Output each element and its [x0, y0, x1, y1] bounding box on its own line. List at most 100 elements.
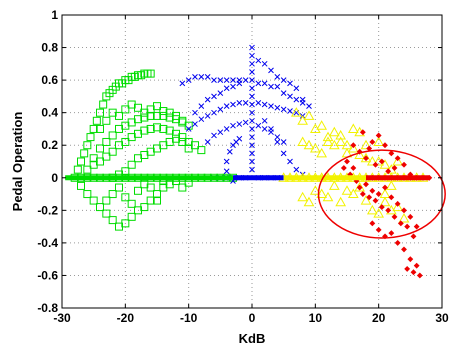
data-point [394, 200, 401, 207]
data-point [146, 69, 155, 78]
data-point [375, 132, 382, 139]
data-point [204, 74, 211, 80]
data-point [373, 208, 385, 218]
data-point [211, 132, 217, 139]
data-point [249, 69, 255, 75]
data-point [366, 204, 378, 215]
data-point [360, 195, 372, 205]
data-point [392, 201, 404, 212]
highlight-circle [317, 149, 446, 239]
data-point [404, 266, 411, 272]
data-point [366, 194, 373, 201]
data-point [198, 103, 205, 110]
data-point [127, 199, 136, 208]
y-tick-label: 0 [51, 171, 58, 185]
data-point [77, 157, 85, 166]
data-point [274, 83, 281, 90]
data-point [223, 126, 230, 132]
data-point [165, 113, 174, 122]
data-point [146, 124, 155, 133]
data-point [89, 196, 98, 205]
data-point [153, 190, 161, 199]
data-point [261, 80, 268, 87]
data-point [153, 111, 161, 120]
data-point [299, 96, 306, 103]
x-tick-label: 30 [435, 311, 449, 325]
data-point [96, 203, 104, 212]
data-point [274, 74, 281, 80]
data-point [236, 100, 243, 106]
data-point [80, 149, 89, 158]
data-point [179, 80, 186, 87]
data-point [153, 123, 161, 132]
data-point [211, 77, 217, 83]
data-point [249, 166, 255, 173]
data-point [363, 155, 369, 162]
data-point [322, 191, 334, 202]
data-point [102, 152, 111, 161]
data-point [96, 144, 104, 153]
y-axis-ticks: 1 0.8 0.6 0.4 0.2 0 -0.2 -0.4 -0.6 -0.8 [37, 8, 442, 315]
data-point [249, 60, 255, 67]
data-point [92, 116, 101, 125]
data-point [287, 158, 293, 165]
data-point [268, 67, 274, 74]
data-point [178, 133, 187, 142]
data-point [249, 150, 255, 157]
data-point [230, 122, 236, 129]
data-point [350, 142, 357, 149]
data-point [359, 191, 366, 197]
data-point [127, 212, 136, 221]
data-point [102, 196, 111, 205]
data-point [397, 220, 404, 227]
x-tick-label: 10 [309, 311, 323, 325]
data-point [290, 107, 302, 117]
data-point [192, 74, 198, 80]
data-point [121, 105, 130, 114]
data-point [373, 136, 385, 146]
data-point [328, 180, 340, 190]
data-point [217, 106, 224, 113]
data-point [230, 83, 236, 90]
data-point [77, 181, 85, 190]
data-point [146, 183, 155, 192]
data-point [391, 213, 398, 220]
data-point [316, 120, 328, 130]
data-point [322, 131, 334, 142]
data-point [134, 103, 142, 112]
data-point [108, 216, 117, 225]
data-point [153, 102, 161, 111]
data-point [401, 207, 407, 214]
data-point [287, 80, 293, 87]
data-point [223, 103, 230, 110]
data-point [369, 187, 376, 194]
data-point [242, 77, 249, 83]
data-point [407, 213, 414, 220]
data-point [350, 165, 357, 171]
data-point [178, 137, 187, 146]
data-point [316, 188, 328, 199]
data-point [293, 85, 300, 92]
data-point [347, 188, 359, 199]
data-point [249, 44, 255, 51]
data-point [134, 186, 142, 195]
y-tick-label: -0.2 [37, 203, 58, 217]
data-point [391, 165, 398, 171]
data-point [172, 111, 180, 120]
data-point [230, 101, 236, 108]
data-point [303, 110, 315, 120]
data-point [255, 57, 262, 64]
data-point [268, 126, 274, 132]
data-point [261, 101, 268, 108]
data-point [410, 269, 417, 276]
data-point [217, 77, 224, 83]
series-1-x [179, 44, 312, 184]
data-point [379, 188, 391, 199]
data-point [366, 155, 378, 166]
x-tick-label: 20 [372, 311, 386, 325]
data-point [322, 136, 334, 146]
data-point [344, 158, 350, 165]
data-point [360, 139, 372, 150]
data-point [274, 104, 281, 111]
data-point [413, 223, 420, 230]
